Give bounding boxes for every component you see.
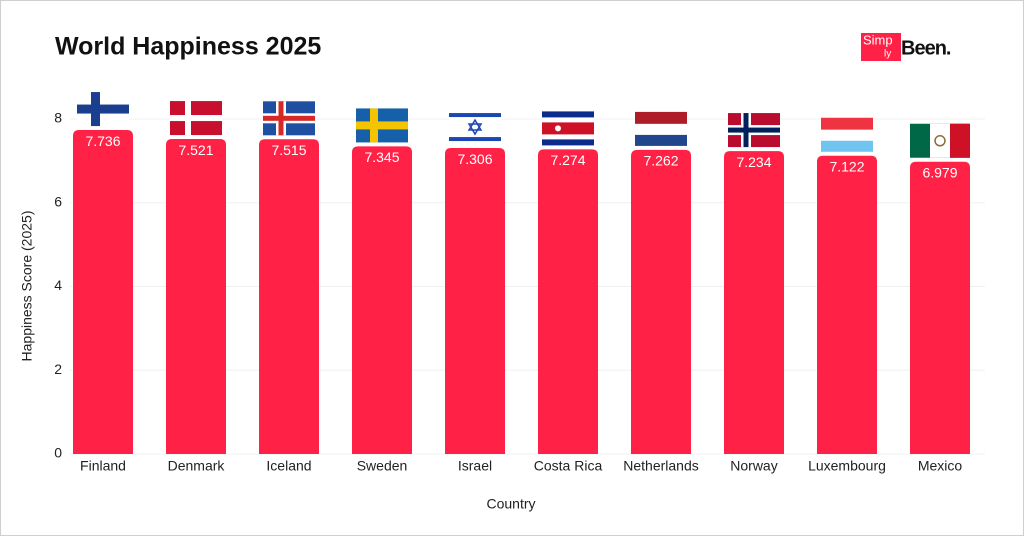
value-label: 7.274 xyxy=(550,152,585,168)
bar xyxy=(910,161,970,454)
x-tick-label: Luxembourg xyxy=(808,458,886,474)
flag-part xyxy=(934,135,946,147)
bar xyxy=(631,149,691,454)
value-label: 7.515 xyxy=(271,142,306,158)
x-tick-label: Norway xyxy=(730,458,777,474)
x-tick-label: Netherlands xyxy=(623,458,699,474)
flag xyxy=(542,111,594,146)
flag-part xyxy=(356,121,408,130)
flag-part xyxy=(77,104,129,114)
x-tick-label: Costa Rica xyxy=(534,458,603,474)
x-tick-label: Mexico xyxy=(918,458,963,474)
value-label: 7.262 xyxy=(643,153,678,169)
logo-text: Been. xyxy=(901,37,951,59)
flag-part xyxy=(555,125,561,132)
value-label: 7.306 xyxy=(457,151,492,167)
bar xyxy=(73,130,133,454)
flag-part xyxy=(170,115,222,122)
flag xyxy=(821,117,873,152)
bar xyxy=(352,146,412,454)
flag xyxy=(356,108,408,143)
bar xyxy=(817,155,877,455)
flag-part xyxy=(950,123,970,158)
flag-part xyxy=(635,111,687,124)
logo: Simp ly Been. xyxy=(861,32,952,61)
value-label: 7.736 xyxy=(85,133,120,149)
flag-part xyxy=(821,117,873,130)
flag xyxy=(635,111,687,146)
bar xyxy=(724,151,784,455)
flag-part xyxy=(821,140,873,152)
value-label: 7.122 xyxy=(829,158,864,174)
logo-small-text: ly xyxy=(884,49,891,60)
x-axis-label: Country xyxy=(486,496,535,512)
flag xyxy=(728,113,780,148)
logo-box-text: Simp xyxy=(863,32,893,47)
bar xyxy=(445,148,505,454)
y-tick-label: 6 xyxy=(54,193,62,209)
y-tick-label: 4 xyxy=(54,277,62,293)
x-tick-label: Sweden xyxy=(357,458,408,474)
flag-part xyxy=(449,113,501,118)
flag-part xyxy=(467,118,483,136)
flag-part xyxy=(635,123,687,135)
flag xyxy=(910,123,970,158)
value-label: 7.234 xyxy=(736,154,771,170)
y-axis-label: Happiness Score (2025) xyxy=(19,211,35,362)
flag-part xyxy=(930,123,950,158)
flag xyxy=(263,101,315,136)
flag xyxy=(170,101,222,136)
flag xyxy=(449,110,501,145)
value-label: 7.521 xyxy=(178,142,213,158)
value-label: 6.979 xyxy=(922,164,957,180)
x-tick-label: Denmark xyxy=(168,458,226,474)
flag-part xyxy=(449,137,501,142)
flag-part xyxy=(542,122,594,135)
y-tick-label: 2 xyxy=(54,361,62,377)
value-label: 7.345 xyxy=(364,149,399,165)
bar xyxy=(259,139,319,454)
logo-box xyxy=(861,33,901,61)
chart-title: World Happiness 2025 xyxy=(55,33,321,61)
flag-part xyxy=(728,127,780,133)
x-tick-label: Finland xyxy=(80,458,126,474)
bar xyxy=(538,149,598,454)
x-tick-label: Israel xyxy=(458,458,492,474)
flag xyxy=(77,92,129,127)
y-tick-label: 0 xyxy=(54,445,62,461)
flag-part xyxy=(263,115,315,121)
bar xyxy=(166,139,226,455)
y-tick-label: 8 xyxy=(54,110,62,126)
flag-part xyxy=(821,129,873,141)
flag-part xyxy=(635,134,687,146)
x-tick-label: Iceland xyxy=(266,458,311,474)
